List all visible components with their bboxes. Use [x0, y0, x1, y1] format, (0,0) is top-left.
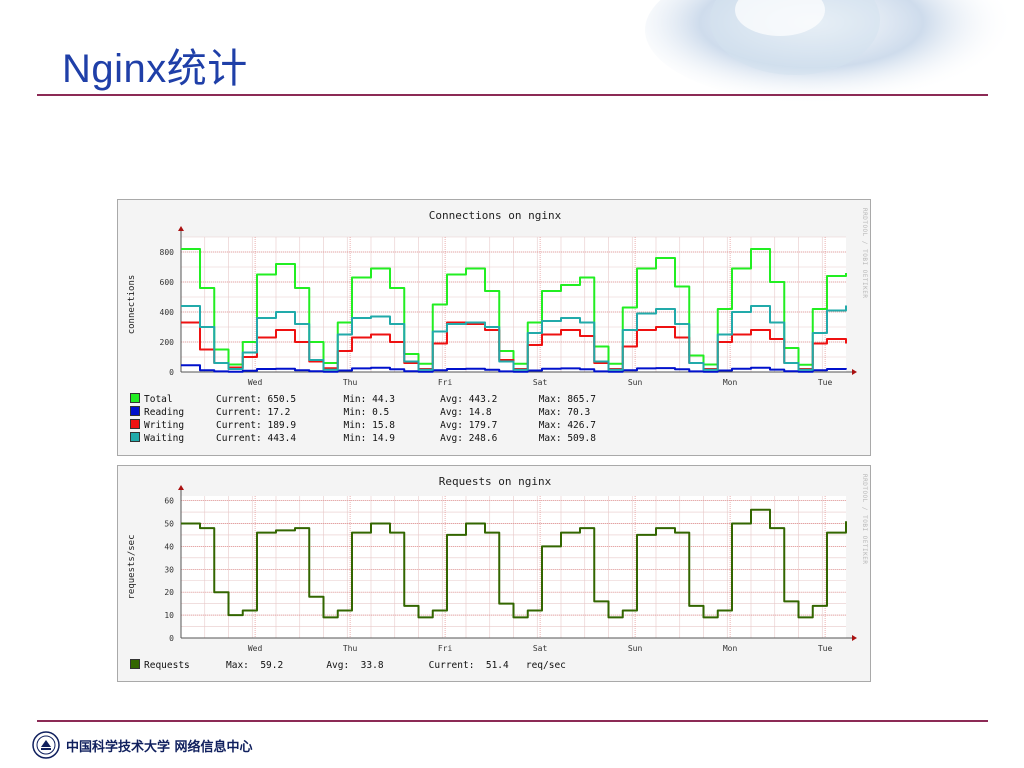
- rrdtool-credit: RRDTOOL / TOBI OETIKER: [861, 208, 868, 299]
- legend-label: Total: [144, 394, 173, 405]
- legend-min: 44.3: [372, 394, 395, 405]
- legend-current: 17.2: [267, 407, 291, 418]
- requests-chart-panel: 0 10 20 30 40 50 60 Wed Thu Fri Sat Sun Mon Tue reques…: [117, 465, 871, 682]
- legend-avg: 443.2: [468, 394, 498, 405]
- legend-min: 15.8: [372, 420, 395, 431]
- legend-row-requests: Requests Max: 59.2 Avg: 33.8 Current: 51.4 r…: [130, 659, 566, 672]
- legend-avg: 33.8: [360, 660, 384, 671]
- y-axis-label: requests/sec: [127, 534, 137, 599]
- connections-legend: Total Current: 650.5 Min: 44.3 Avg: 443.2 Ma…: [130, 393, 596, 445]
- legend-current: 51.4: [485, 660, 509, 671]
- legend-row-writing: Writing Current: 189.9 Min: 15.8 Avg: 179.7…: [130, 419, 596, 432]
- requests-chart: 0 10 20 30 40 50 60 Wed Thu Fri Sat Sun Mon Tue reques…: [127, 485, 857, 653]
- institution-name: 中国科学技术大学 网络信息中心: [66, 740, 253, 755]
- x-tick-label: Sun: [628, 644, 643, 653]
- legend-current: 650.5: [267, 394, 297, 405]
- legend-avg: 248.6: [468, 433, 498, 444]
- legend-min: 14.9: [372, 433, 395, 444]
- legend-max: 509.8: [567, 433, 596, 444]
- y-tick-label: 50: [164, 519, 174, 528]
- x-tick-label: Sat: [533, 644, 548, 653]
- legend-avg: 14.8: [468, 407, 492, 418]
- x-tick-label: Wed: [248, 644, 263, 653]
- rrdtool-credit: RRDTOOL / TOBI OETIKER: [861, 474, 868, 565]
- x-tick-label: Thu: [343, 378, 358, 387]
- legend-swatch-requests: [130, 659, 140, 669]
- legend-row-waiting: Waiting Current: 443.4 Min: 14.9 Avg: 248.6…: [130, 432, 596, 445]
- x-tick-label: Wed: [248, 378, 263, 387]
- footer-divider: [37, 720, 988, 722]
- legend-swatch-writing: [130, 419, 140, 429]
- x-tick-label: Mon: [723, 644, 738, 653]
- legend-max: 70.3: [567, 407, 591, 418]
- legend-row-total: Total Current: 650.5 Min: 44.3 Avg: 443.2 Ma…: [130, 393, 596, 406]
- y-axis-label: connections: [127, 275, 137, 335]
- legend-swatch-waiting: [130, 432, 140, 442]
- slide-title: Nginx统计: [62, 47, 248, 91]
- legend-label: Writing: [144, 420, 185, 431]
- x-tick-label: Tue: [818, 378, 833, 387]
- legend-swatch-reading: [130, 406, 140, 416]
- x-tick-label: Mon: [723, 378, 738, 387]
- series-line-waiting: [181, 305, 847, 371]
- x-axis-arrow: [852, 369, 857, 375]
- x-axis-arrow: [852, 635, 857, 641]
- x-tick-label: Sat: [533, 378, 548, 387]
- legend-max: 865.7: [567, 394, 596, 405]
- connections-chart-title: Connections on nginx: [428, 209, 562, 222]
- requests-chart-title: Requests on nginx: [438, 475, 552, 488]
- y-tick-label: 800: [160, 248, 175, 257]
- x-tick-label: Sun: [628, 378, 643, 387]
- y-tick-label: 0: [169, 634, 174, 643]
- legend-label: Waiting: [144, 433, 185, 444]
- requests-legend: Requests Max: 59.2 Avg: 33.8 Current: 51.4 r…: [130, 659, 566, 672]
- y-tick-label: 40: [164, 542, 174, 551]
- y-tick-label: 30: [164, 565, 174, 574]
- connections-chart-panel: 0 200 400 600 800 Wed Thu Fri Sat Sun Mon Tue connec…: [117, 199, 871, 456]
- legend-max: 426.7: [567, 420, 596, 431]
- y-tick-label: 200: [160, 338, 175, 347]
- y-tick-label: 60: [164, 497, 174, 506]
- legend-row-reading: Reading Current: 17.2 Min: 0.5 Avg: 14.8 Max…: [130, 406, 596, 419]
- legend-current: 443.4: [267, 433, 297, 444]
- x-tick-label: Thu: [343, 644, 358, 653]
- series-line-reading: [181, 364, 847, 373]
- y-tick-label: 10: [164, 611, 174, 620]
- legend-swatch-total: [130, 393, 140, 403]
- legend-max: 59.2: [260, 660, 284, 671]
- connections-chart: 0 200 400 600 800 Wed Thu Fri Sat Sun Mon Tue connec…: [127, 226, 857, 387]
- y-axis-arrow: [178, 226, 184, 231]
- y-tick-label: 400: [160, 308, 175, 317]
- legend-stat-label: Current:: [216, 394, 268, 405]
- legend-label: Requests: [144, 660, 190, 671]
- y-axis-arrow: [178, 485, 184, 490]
- title-divider: [37, 94, 988, 96]
- x-tick-label: Fri: [438, 378, 453, 387]
- y-tick-label: 20: [164, 588, 174, 597]
- legend-current: 189.9: [267, 420, 297, 431]
- y-tick-label: 0: [169, 368, 174, 377]
- legend-unit: req/sec: [525, 660, 566, 671]
- series-line-requests: [181, 508, 847, 619]
- legend-label: Reading: [144, 407, 185, 418]
- x-tick-label: Fri: [438, 644, 453, 653]
- university-seal-icon: [32, 731, 60, 759]
- x-tick-label: Tue: [818, 644, 833, 653]
- legend-avg: 179.7: [468, 420, 498, 431]
- y-tick-label: 600: [160, 278, 175, 287]
- legend-min: 0.5: [372, 407, 390, 418]
